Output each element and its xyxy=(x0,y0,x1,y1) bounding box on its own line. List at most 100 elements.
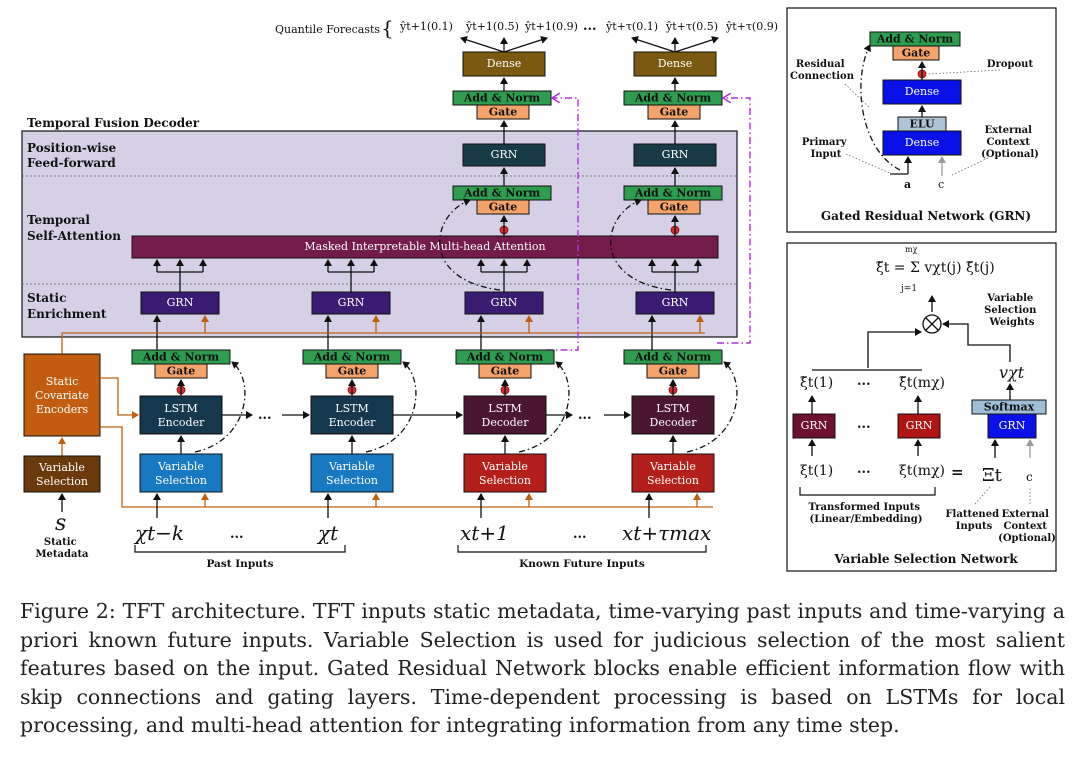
vsn-flattened-label: Flattened Inputs xyxy=(945,509,1002,532)
vsn-xi-m: ξt(mχ) xyxy=(899,463,945,479)
enrich-grn-3: GRN xyxy=(464,291,544,315)
static-enc-line3: Encoders xyxy=(36,403,89,416)
vsn-softmax-grn: Softmax GRN xyxy=(971,399,1047,439)
input-chi-t-k: χt−k xyxy=(133,521,184,545)
quantile-right-2: ŷt+τ(0.5) xyxy=(665,20,718,33)
vsn-v-label: vχt xyxy=(999,363,1025,382)
enrich-grn-4: GRN xyxy=(635,291,715,315)
mid-gate-left-label: Gate xyxy=(489,201,518,214)
vsn-softmax-grn-label: GRN xyxy=(999,419,1026,432)
lstm-decoder-2-line1: LSTM xyxy=(656,402,689,415)
input-ellipsis-past: ... xyxy=(230,527,244,542)
grn-panel-dense-top-label: Dense xyxy=(905,85,940,98)
lower-gate-4-label: Gate xyxy=(659,365,688,378)
vs-future-2-line1: Variable xyxy=(649,460,696,473)
tft-architecture-diagram: Quantile Forecasts { ŷt+1(0.1) ŷt+1(0.5)… xyxy=(21,7,1057,572)
grn-panel-residual-label: Residual Connection xyxy=(790,59,855,82)
lstm-decoder-1: LSTM Decoder xyxy=(463,395,547,435)
pwff-grn-right-label: GRN xyxy=(662,148,689,161)
vsn-xi-tilde-m: ξ̃t(mχ) xyxy=(899,375,945,391)
past-inputs-label: Past Inputs xyxy=(206,558,273,570)
vsn-transformed-label: Transformed Inputs (Linear/Embedding) xyxy=(809,502,924,525)
lstm-encoder-1: LSTM Encoder xyxy=(139,395,223,435)
lower-gate-2: Add & Norm Gate xyxy=(302,349,402,379)
quantile-ellipsis: ... xyxy=(583,19,597,34)
grn-panel-leader-lines xyxy=(844,69,1001,177)
grn-panel-external-label: External Context (Optional) xyxy=(981,125,1039,160)
pwff-grn-left-label: GRN xyxy=(491,148,518,161)
output-dense-left-label: Dense xyxy=(487,57,522,70)
vsn-softmax-label: Softmax xyxy=(984,401,1035,414)
grn-panel-gate: Add & Norm Gate xyxy=(869,31,961,61)
vsn-formula: ξ̃t = Σ vχt(j) ξ̃t(j) xyxy=(876,260,995,276)
vs-to-lstm-arrows xyxy=(177,435,677,454)
lower-add-norm-2: Add & Norm xyxy=(313,351,391,364)
row-label-pwff: Position-wise Feed-forward xyxy=(27,141,120,170)
vsn-leader-lines xyxy=(974,486,1031,505)
static-context-lstm-lines xyxy=(100,377,713,508)
vs-future-1-line2: Selection xyxy=(479,474,531,487)
pwff-grn-right: GRN xyxy=(633,143,717,167)
static-context-enrich-lines xyxy=(61,315,705,354)
attention-block: Masked Interpretable Multi-head Attentio… xyxy=(131,235,719,259)
future-inputs-label: Known Future Inputs xyxy=(519,558,645,570)
grn-panel-add-norm-label: Add & Norm xyxy=(876,33,954,46)
grn-panel-gate-label: Gate xyxy=(902,47,931,60)
mid-add-norm-left-label: Add & Norm xyxy=(463,187,541,200)
lower-add-norm-3: Add & Norm xyxy=(466,351,544,364)
dense-output-arrows xyxy=(460,36,719,53)
vsn-xi-1: ξt(1) xyxy=(800,463,833,479)
vsn-sum-top: mχ xyxy=(905,245,918,254)
vsn-multiply-icon xyxy=(922,314,942,334)
grn-panel-input-arrows xyxy=(890,156,912,175)
lower-gate-4: Add & Norm Gate xyxy=(623,349,723,379)
lstm-ellipsis-1: ... xyxy=(258,408,272,423)
static-variable-selection: Variable Selection xyxy=(23,455,101,493)
enrich-grn-4-label: GRN xyxy=(662,296,689,309)
enrich-grn-2: GRN xyxy=(311,291,391,315)
enrich-grn-1: GRN xyxy=(140,291,220,315)
vsn-c: c xyxy=(1026,470,1033,484)
quantile-left-2: ŷt+1(0.5) xyxy=(465,20,519,33)
grn-panel-dropout-label: Dropout xyxy=(987,59,1034,70)
enrich-grn-1-label: GRN xyxy=(167,296,194,309)
vs-future-1: Variable Selection xyxy=(463,453,547,493)
lower-gate-1-label: Gate xyxy=(167,365,196,378)
quantile-left-3: ŷt+1(0.9) xyxy=(524,20,578,33)
enrich-grn-3-label: GRN xyxy=(491,296,518,309)
mid-gate-left: Add & Norm Gate xyxy=(452,185,552,215)
grn-panel-dense-bottom: Dense xyxy=(882,130,962,156)
vsn-input-arrows xyxy=(808,439,999,458)
lstm-encoder-1-line2: Encoder xyxy=(158,416,205,429)
input-ellipsis-future: ... xyxy=(573,527,587,542)
quantile-brace: { xyxy=(381,16,394,40)
vsn-merge-lines xyxy=(867,320,1011,368)
top-gate-right: Add & Norm Gate xyxy=(623,90,723,120)
input-chi-t: χt xyxy=(316,521,339,545)
vsn-grn-1-label: GRN xyxy=(801,419,828,432)
vsn-panel-title: Variable Selection Network xyxy=(833,552,1018,566)
vs-future-2: Variable Selection xyxy=(631,453,715,493)
lower-dropout-dots xyxy=(176,385,678,395)
input-x-t1: xt+1 xyxy=(460,521,509,545)
static-symbol: s xyxy=(55,511,66,536)
lower-gate-1: Add & Norm Gate xyxy=(131,349,231,379)
mid-gate-right: Add & Norm Gate xyxy=(623,185,723,215)
enrich-grn-2-label: GRN xyxy=(338,296,365,309)
output-dense-left: Dense xyxy=(462,51,546,77)
top-gate-left: Add & Norm Gate xyxy=(452,90,552,120)
lower-add-norm-4: Add & Norm xyxy=(634,351,712,364)
vs-past-2: Variable Selection xyxy=(310,453,394,493)
lstm-decoder-1-line1: LSTM xyxy=(488,402,521,415)
vsn-weights-label: Variable Selection Weights xyxy=(984,293,1040,328)
lstm-decoder-1-line2: Decoder xyxy=(482,416,530,429)
vsn-grn-m: GRN xyxy=(897,413,941,439)
input-arrows xyxy=(153,493,653,518)
quantile-left-1: ŷt+1(0.1) xyxy=(399,20,453,33)
vs-skip-arcs xyxy=(194,361,738,453)
vsn-ellipsis-bottom: ... xyxy=(857,462,871,477)
static-enc-line1: Static xyxy=(46,375,79,388)
lower-gate-2-label: Gate xyxy=(338,365,367,378)
top-gate-right-label: Gate xyxy=(660,106,689,119)
static-enc-line2: Covariate xyxy=(35,389,89,402)
